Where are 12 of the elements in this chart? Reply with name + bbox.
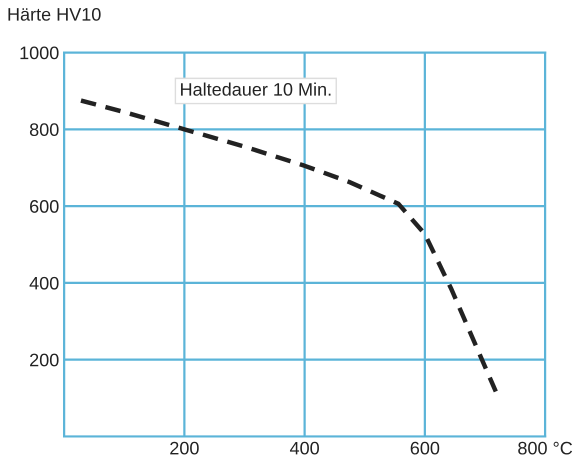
y-tick-label: 1000 [20,46,59,60]
y-axis-title: Härte HV10 [8,8,101,21]
x-tick-label: 600 [410,442,440,455]
x-tick-label: 800 °C [518,442,572,455]
line-series [78,98,498,394]
x-tick-label: 400 [290,442,319,455]
y-tick-label: 800 [30,123,59,136]
y-tick-label: 400 [30,276,59,290]
x-tick-label: 200 [170,442,199,455]
y-tick-label: 600 [30,200,59,213]
annotation: Haltedauer 10 Min. [181,82,330,96]
y-tick-label: 200 [30,354,59,366]
